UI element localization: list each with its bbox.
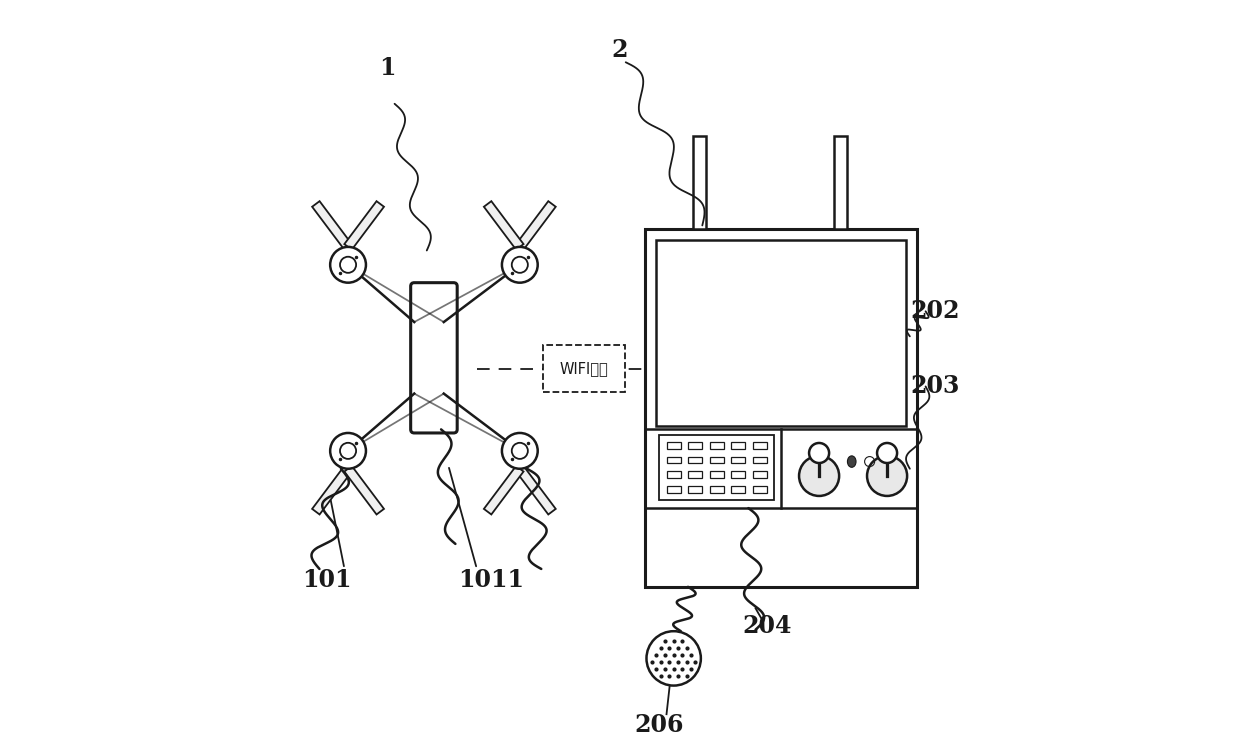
Circle shape (330, 433, 366, 469)
Circle shape (799, 456, 839, 496)
Bar (688, 471, 702, 478)
Circle shape (502, 433, 538, 469)
Bar (732, 486, 745, 492)
Bar (656, 240, 906, 426)
Bar (709, 456, 724, 463)
Bar (732, 471, 745, 478)
Text: 206: 206 (635, 713, 684, 735)
Bar (732, 442, 745, 448)
Bar (688, 442, 702, 448)
Bar (688, 456, 702, 463)
Bar (709, 442, 724, 448)
Text: 1011: 1011 (459, 567, 525, 592)
Bar (753, 442, 766, 448)
Polygon shape (345, 201, 384, 250)
Circle shape (502, 247, 538, 283)
Bar (709, 486, 724, 492)
Polygon shape (345, 466, 384, 514)
Text: 2: 2 (611, 38, 629, 62)
Text: 101: 101 (301, 567, 351, 592)
Text: WIFI信号: WIFI信号 (559, 361, 609, 376)
Bar (732, 456, 745, 463)
Bar (667, 442, 681, 448)
Text: 1: 1 (379, 56, 396, 80)
Polygon shape (484, 466, 523, 514)
Bar (835, 136, 847, 229)
Circle shape (867, 456, 908, 496)
Text: 203: 203 (910, 374, 960, 398)
Text: 204: 204 (742, 614, 791, 638)
Circle shape (330, 247, 366, 283)
Polygon shape (484, 201, 523, 250)
Bar (667, 471, 681, 478)
Circle shape (646, 631, 701, 686)
Circle shape (808, 443, 830, 463)
Polygon shape (516, 201, 556, 250)
Bar (645, 229, 918, 587)
Polygon shape (516, 466, 556, 514)
Bar (667, 486, 681, 492)
Polygon shape (312, 201, 352, 250)
Bar (688, 486, 702, 492)
Bar (693, 136, 706, 229)
Ellipse shape (847, 456, 856, 467)
Bar (709, 471, 724, 478)
Bar (753, 471, 766, 478)
Bar (753, 456, 766, 463)
Bar (753, 486, 766, 492)
Polygon shape (312, 466, 352, 514)
Bar (667, 456, 681, 463)
Bar (660, 435, 774, 500)
Text: 202: 202 (910, 299, 960, 323)
Bar (543, 345, 625, 392)
Circle shape (877, 443, 897, 463)
